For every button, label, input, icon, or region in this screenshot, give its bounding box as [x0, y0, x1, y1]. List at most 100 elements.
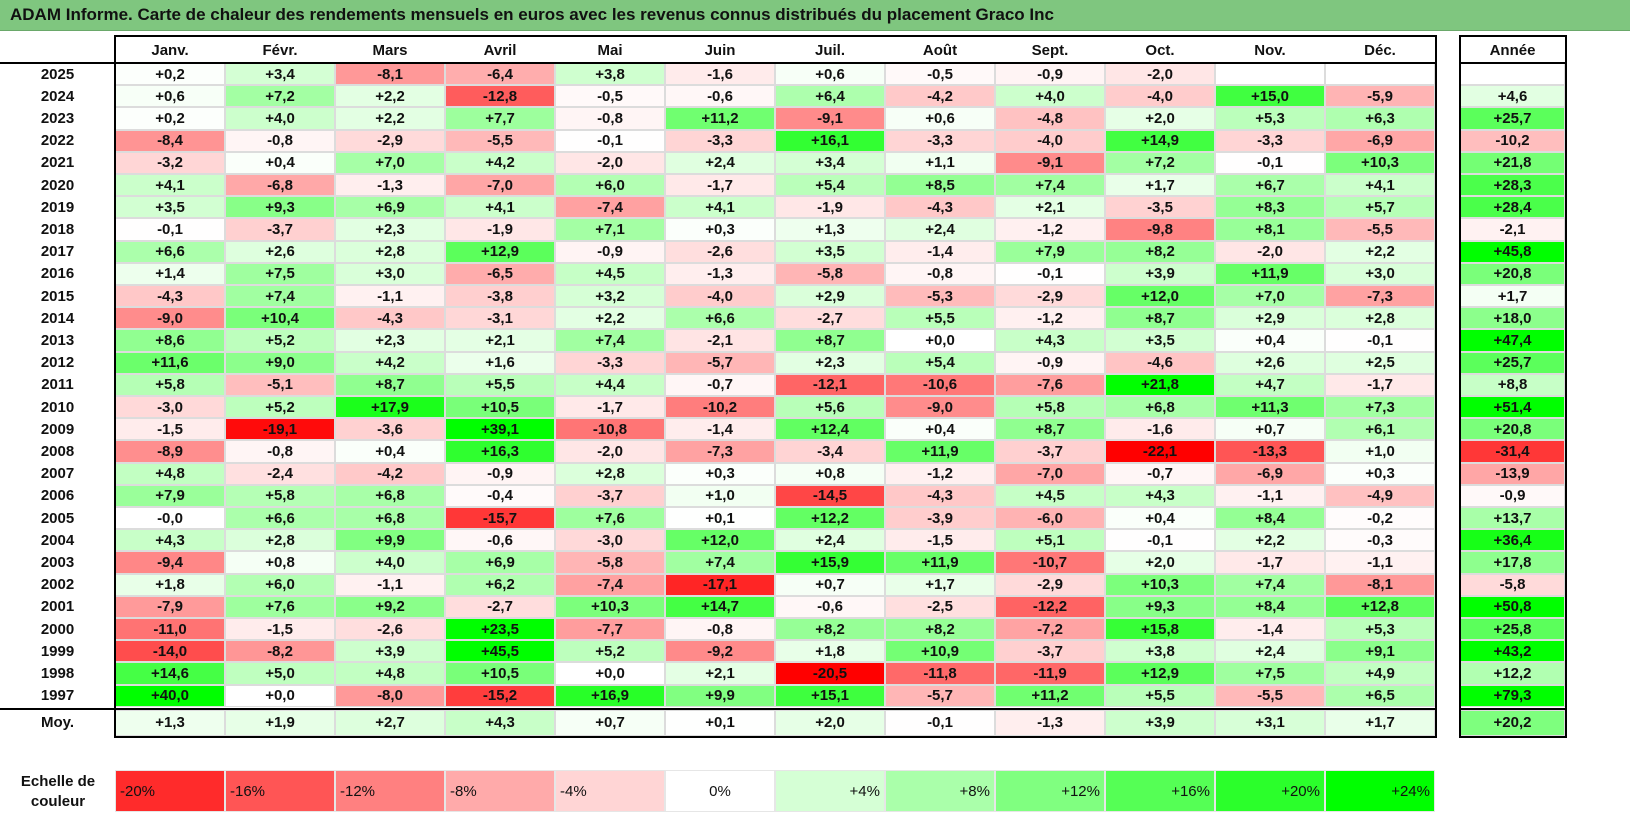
chart-title: ADAM Informe. Carte de chaleur des rende… [10, 5, 1054, 24]
heatmap-cell: -0,1 [1215, 151, 1325, 174]
row-label-year: 2012 [40, 354, 75, 372]
heatmap-cell: +3,5 [115, 196, 225, 219]
heatmap-cell: +6,8 [335, 484, 445, 507]
heatmap-cell: +5,5 [445, 373, 555, 396]
heatmap-cell: +1,8 [775, 640, 885, 663]
row-label-year: 2022 [40, 132, 75, 150]
heatmap-cell: -1,9 [445, 218, 555, 241]
heatmap-cell: -4,2 [335, 462, 445, 485]
heatmap-cell: -3,8 [445, 285, 555, 308]
heatmap-cell: +0,4 [225, 151, 335, 174]
heatmap-cell: +9,3 [225, 196, 335, 219]
heatmap-cell: +2,8 [335, 240, 445, 263]
heatmap-cell: +8,6 [115, 329, 225, 352]
legend-stop: -16% [225, 770, 335, 812]
heatmap-cell: +8,2 [1105, 240, 1215, 263]
heatmap-cell: +11,2 [995, 684, 1105, 707]
column-header-3: Mars [372, 41, 408, 59]
heatmap-cell: +5,8 [995, 396, 1105, 419]
heatmap-cell: +3,0 [335, 262, 445, 285]
annual-cell: -5,8 [1460, 573, 1565, 596]
heatmap-cell: -6,4 [445, 63, 555, 86]
heatmap-cell: +1,7 [1105, 174, 1215, 197]
heatmap-cell: -3,0 [555, 529, 665, 552]
heatmap-cell: +0,3 [665, 218, 775, 241]
heatmap-cell: -11,8 [885, 662, 995, 685]
heatmap-cell: -11,0 [115, 618, 225, 641]
row-label-year: 2020 [40, 176, 75, 194]
heatmap-cell: -10,2 [665, 396, 775, 419]
heatmap-cell: +0,8 [775, 462, 885, 485]
heatmap-cell: +15,8 [1105, 618, 1215, 641]
heatmap-cell: +7,2 [1105, 151, 1215, 174]
heatmap-cell: +15,0 [1215, 85, 1325, 108]
heatmap-cell: +7,2 [225, 85, 335, 108]
heatmap-cell: +2,4 [1215, 640, 1325, 663]
legend-stop: -8% [445, 770, 555, 812]
heatmap-cell: +23,5 [445, 618, 555, 641]
row-label-year: 2014 [40, 309, 75, 327]
heatmap-cell: -5,7 [885, 684, 995, 707]
heatmap-cell: -5,5 [1325, 218, 1435, 241]
row-label-year: 2007 [40, 465, 75, 483]
annual-cell: +25,7 [1460, 107, 1565, 130]
heatmap-cell: +2,2 [1325, 240, 1435, 263]
heatmap-cell: +5,0 [225, 662, 335, 685]
legend-stop: +8% [885, 770, 995, 812]
heatmap-cell: -1,6 [1105, 418, 1215, 441]
heatmap-cell: +6,0 [555, 174, 665, 197]
legend-stop: -4% [555, 770, 665, 812]
heatmap-cell: +7,0 [1215, 285, 1325, 308]
heatmap-cell: -13,3 [1215, 440, 1325, 463]
heatmap-cell: +14,7 [665, 595, 775, 618]
legend-stop: -20% [115, 770, 225, 812]
heatmap-cell: +0,2 [115, 63, 225, 86]
heatmap-cell: +4,9 [1325, 662, 1435, 685]
heatmap-cell: -0,3 [1325, 529, 1435, 552]
heatmap-cell: -7,2 [995, 618, 1105, 641]
heatmap-cell: -3,6 [335, 418, 445, 441]
row-label-year: 2003 [40, 553, 75, 571]
heatmap-cell: -0,8 [885, 262, 995, 285]
heatmap-cell: +11,6 [115, 351, 225, 374]
heatmap-cell: +2,8 [555, 462, 665, 485]
heatmap-cell: +9,2 [335, 595, 445, 618]
annual-cell: +28,4 [1460, 196, 1565, 219]
average-row-label: Moy. [40, 714, 75, 732]
heatmap-cell: +4,7 [1215, 373, 1325, 396]
heatmap-cell: +1,0 [1325, 440, 1435, 463]
heatmap-cell: -10,7 [995, 551, 1105, 574]
average-cell: -1,3 [995, 709, 1105, 736]
heatmap-cell: -0,7 [1105, 462, 1215, 485]
heatmap-cell: +6,7 [1215, 174, 1325, 197]
heatmap-cell: +0,6 [115, 85, 225, 108]
heatmap-cell: +6,0 [225, 573, 335, 596]
heatmap-cell: -4,0 [1105, 85, 1215, 108]
annual-header-divider [1459, 62, 1567, 64]
heatmap-cell: +2,1 [445, 329, 555, 352]
average-cell: +4,3 [445, 709, 555, 736]
annual-cell: +21,8 [1460, 151, 1565, 174]
heatmap-cell: +5,4 [775, 174, 885, 197]
heatmap-cell: +0,1 [665, 507, 775, 530]
heatmap-cell: -0,9 [995, 63, 1105, 86]
heatmap-cell: +4,3 [1105, 484, 1215, 507]
heatmap-cell: +14,6 [115, 662, 225, 685]
heatmap-cell: -0,0 [115, 507, 225, 530]
heatmap-cell: -1,5 [225, 618, 335, 641]
heatmap-cell: -15,2 [445, 684, 555, 707]
heatmap-cell: -4,3 [885, 196, 995, 219]
heatmap-cell: -0,4 [445, 484, 555, 507]
row-label-year: 2011 [41, 376, 74, 394]
heatmap-cell [1325, 63, 1435, 86]
heatmap-cell: -1,2 [995, 307, 1105, 330]
heatmap-cell: +3,8 [555, 63, 665, 86]
column-header-annee: Année [1489, 41, 1536, 59]
heatmap-cell: +3,5 [775, 240, 885, 263]
heatmap-cell: +8,7 [995, 418, 1105, 441]
row-label-year: 2017 [40, 243, 75, 261]
annual-cell: +28,3 [1460, 174, 1565, 197]
heatmap-cell: -22,1 [1105, 440, 1215, 463]
heatmap-cell: +1,1 [885, 151, 995, 174]
row-label-year: 2024 [40, 87, 75, 105]
